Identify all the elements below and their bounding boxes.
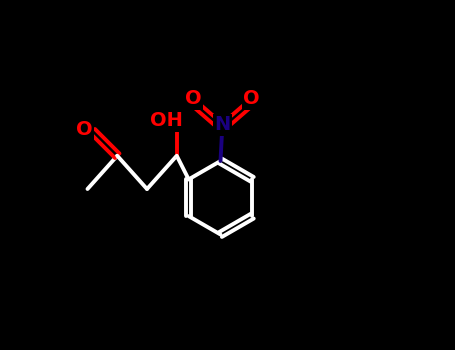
Text: O: O: [243, 89, 260, 108]
Text: O: O: [76, 120, 92, 139]
Text: OH: OH: [150, 111, 183, 130]
Text: O: O: [185, 89, 202, 108]
Text: N: N: [214, 116, 230, 134]
